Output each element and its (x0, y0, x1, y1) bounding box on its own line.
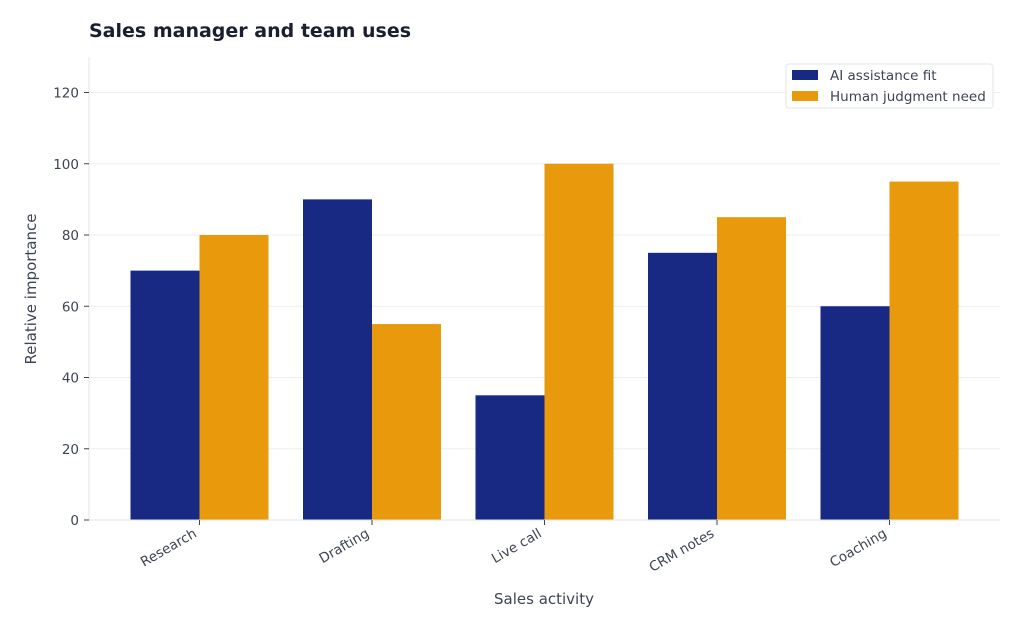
bar-human-judgment-drafting (372, 324, 441, 520)
y-tick-label: 120 (53, 86, 79, 102)
y-axis-title: Relative importance (22, 214, 40, 365)
y-tick-label: 80 (62, 228, 79, 244)
y-tick-label: 40 (62, 371, 79, 387)
y-ticks: 0 20 40 60 80 100 120 (53, 86, 89, 529)
legend-label-ai-assistance: AI assistance fit (830, 68, 937, 84)
y-tick-label: 60 (62, 299, 79, 315)
bar-ai-assistance-drafting (303, 199, 372, 520)
x-tick-label: CRM notes (646, 526, 717, 576)
bar-human-judgment-live-call (544, 163, 614, 520)
bar-human-judgment-coaching (889, 181, 959, 520)
legend-swatch-human-judgment (792, 91, 818, 101)
legend-box (785, 63, 994, 109)
x-tick-label: Live call (489, 526, 545, 567)
bar-ai-assistance-coaching (820, 306, 890, 520)
y-tick-label: 0 (70, 513, 79, 529)
x-axis-title: Sales activity (494, 590, 594, 608)
bars (130, 163, 959, 520)
bar-ai-assistance-crm-notes (648, 252, 717, 520)
legend-label-human-judgment: Human judgment need (830, 89, 986, 105)
bar-ai-assistance-live-call (475, 395, 545, 520)
x-tick-label: Drafting (316, 526, 372, 567)
bar-human-judgment-research (199, 235, 269, 520)
legend-swatch-ai-assistance (792, 70, 818, 80)
chart-title: Sales manager and team uses (89, 20, 412, 42)
legend: AI assistance fit Human judgment need (785, 63, 994, 109)
x-tick-label: Research (138, 526, 200, 571)
y-tick-label: 20 (62, 442, 79, 458)
x-tick-label: Coaching (827, 526, 889, 571)
x-ticks: Research Drafting Live call CRM notes Coachi… (138, 520, 890, 576)
bar-ai-assistance-research (130, 270, 200, 520)
bar-human-judgment-crm-notes (717, 217, 786, 520)
y-tick-label: 100 (53, 157, 79, 173)
